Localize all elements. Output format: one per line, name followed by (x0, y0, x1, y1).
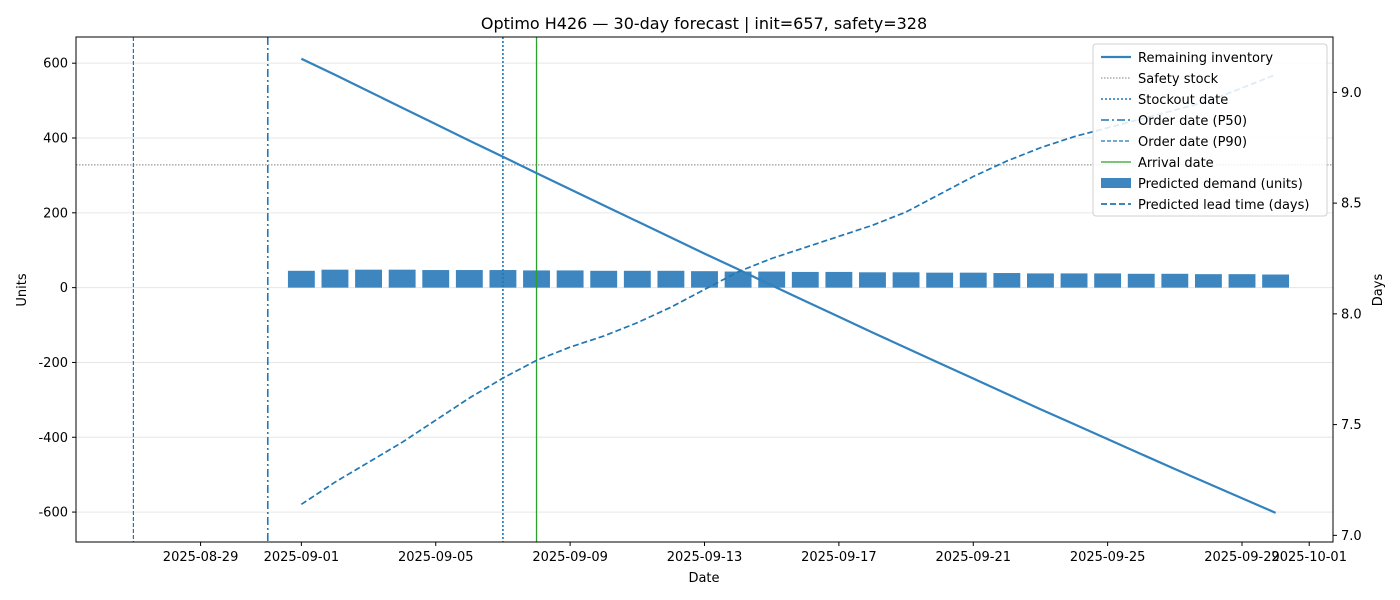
y-axis-left: -600 -400 -200 0 200 400 600 (38, 57, 76, 521)
y-tick-label: 0 (60, 281, 68, 296)
demand-bar (1262, 274, 1290, 288)
y-axis-label: Units (15, 273, 30, 306)
demand-bars (287, 269, 1290, 288)
y-right-tick-label: 8.0 (1341, 307, 1362, 322)
demand-bar (1194, 274, 1222, 288)
demand-bar (758, 271, 786, 288)
x-tick-label: 2025-09-25 (1070, 550, 1146, 565)
demand-bar (321, 269, 349, 288)
x-tick-label: 2025-08-29 (163, 550, 239, 565)
x-tick-label: 2025-10-01 (1271, 550, 1347, 565)
x-tick-label: 2025-09-13 (667, 550, 743, 565)
demand-bar (825, 271, 853, 288)
y-right-tick-label: 7.0 (1341, 529, 1362, 544)
grid (76, 62, 1333, 513)
legend-label: Arrival date (1138, 156, 1214, 171)
legend-label: Order date (P50) (1138, 114, 1247, 129)
demand-bar (1027, 273, 1054, 288)
demand-bar (993, 273, 1021, 288)
legend-label: Stockout date (1138, 93, 1228, 108)
demand-bar (1060, 273, 1088, 288)
demand-bar (590, 270, 618, 288)
y-right-tick-label: 7.5 (1341, 418, 1362, 433)
y-right-tick-label: 9.0 (1341, 86, 1362, 101)
demand-bar (1094, 273, 1122, 288)
legend-box (1092, 43, 1328, 217)
x-tick-label: 2025-09-01 (264, 550, 340, 565)
demand-bar (388, 269, 416, 288)
chart-title: Optimo H426 — 30-day forecast | init=657… (481, 14, 927, 33)
demand-bar (287, 270, 315, 288)
y-tick-label: 600 (43, 57, 68, 72)
demand-bar (892, 272, 920, 288)
demand-bar (926, 272, 954, 288)
y-tick-label: 200 (43, 206, 68, 221)
lead-time-line (300, 73, 1276, 506)
y-axis-right: 7.0 7.5 8.0 8.5 9.0 (1333, 86, 1362, 544)
legend-label: Safety stock (1138, 72, 1219, 87)
x-tick-label: 2025-09-21 (935, 550, 1011, 565)
x-axis-label: Date (688, 571, 719, 586)
legend-label: Predicted demand (units) (1138, 177, 1303, 192)
demand-bar (959, 272, 987, 288)
demand-bar (355, 269, 382, 288)
legend-swatch (1101, 178, 1131, 188)
demand-bar (791, 271, 819, 288)
demand-bar (455, 270, 483, 288)
remaining-inventory-line (300, 57, 1277, 514)
y-tick-label: 400 (43, 132, 68, 147)
demand-bar (1228, 274, 1256, 288)
demand-bar (556, 270, 584, 288)
y-right-tick-label: 8.5 (1341, 197, 1362, 212)
demand-bar (859, 272, 886, 288)
x-tick-label: 2025-09-29 (1204, 550, 1280, 565)
demand-bar (691, 271, 718, 288)
y-tick-label: -600 (38, 506, 68, 521)
legend-label: Remaining inventory (1138, 51, 1273, 66)
x-tick-label: 2025-09-17 (801, 550, 877, 565)
x-tick-label: 2025-09-09 (532, 550, 608, 565)
legend-label: Predicted lead time (days) (1138, 198, 1309, 213)
demand-bar (422, 270, 450, 288)
event-lines (132, 37, 538, 542)
y-axis-right-label: Days (1371, 274, 1386, 307)
legend-label: Order date (P90) (1138, 135, 1247, 150)
legend: Remaining inventory Safety stock Stockout … (1092, 43, 1328, 217)
x-axis: 2025-08-29 2025-09-01 2025-09-05 2025-09-09… (163, 542, 1347, 565)
y-tick-label: -400 (38, 431, 68, 446)
demand-bar (623, 270, 651, 288)
demand-bar (1127, 273, 1155, 288)
y-tick-label: -200 (38, 356, 68, 371)
demand-bar (1161, 273, 1189, 288)
demand-bar (657, 270, 685, 288)
x-tick-label: 2025-09-05 (398, 550, 474, 565)
